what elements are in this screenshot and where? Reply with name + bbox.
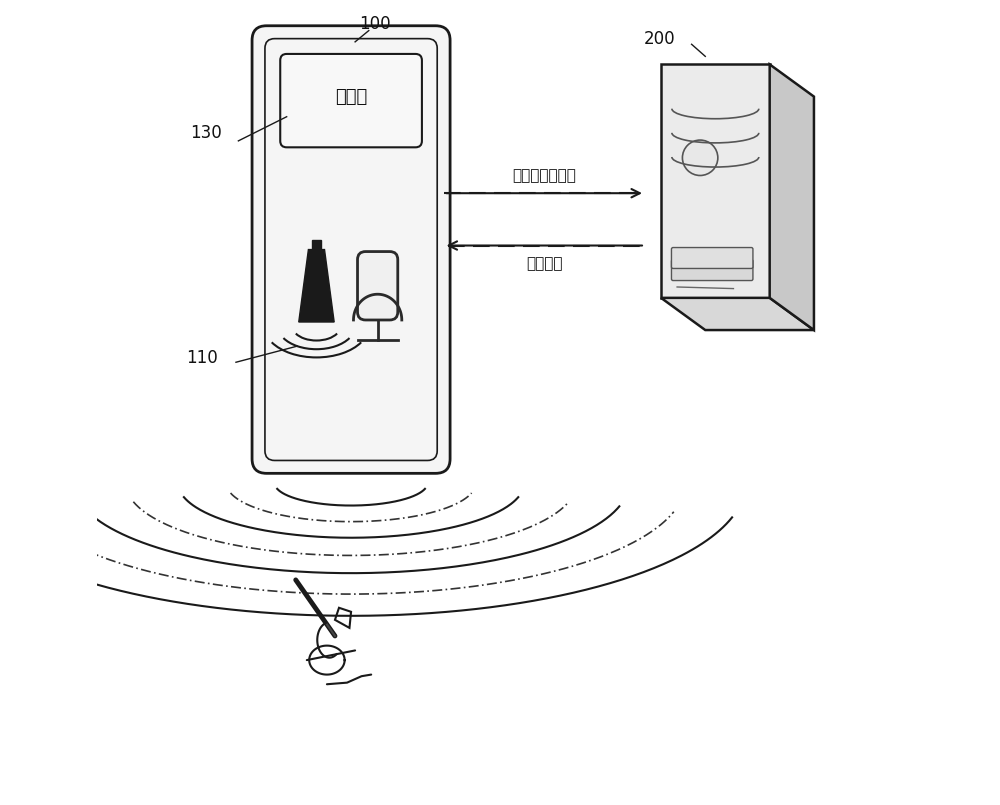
Text: 通信器: 通信器 [335,88,367,105]
Polygon shape [770,64,814,330]
FancyBboxPatch shape [671,259,753,280]
Polygon shape [661,298,814,330]
Polygon shape [299,250,334,322]
FancyBboxPatch shape [280,54,422,147]
Polygon shape [661,64,770,298]
Text: 110: 110 [186,349,218,367]
FancyBboxPatch shape [671,247,753,268]
FancyBboxPatch shape [252,26,450,473]
Text: 单词结果: 单词结果 [526,257,563,271]
Text: 200: 200 [644,30,675,47]
Text: 超声波音频信号: 超声波音频信号 [512,168,576,183]
FancyBboxPatch shape [358,251,398,320]
Circle shape [682,140,718,175]
Polygon shape [312,240,321,250]
Text: 100: 100 [359,15,391,33]
Text: 130: 130 [191,124,222,142]
